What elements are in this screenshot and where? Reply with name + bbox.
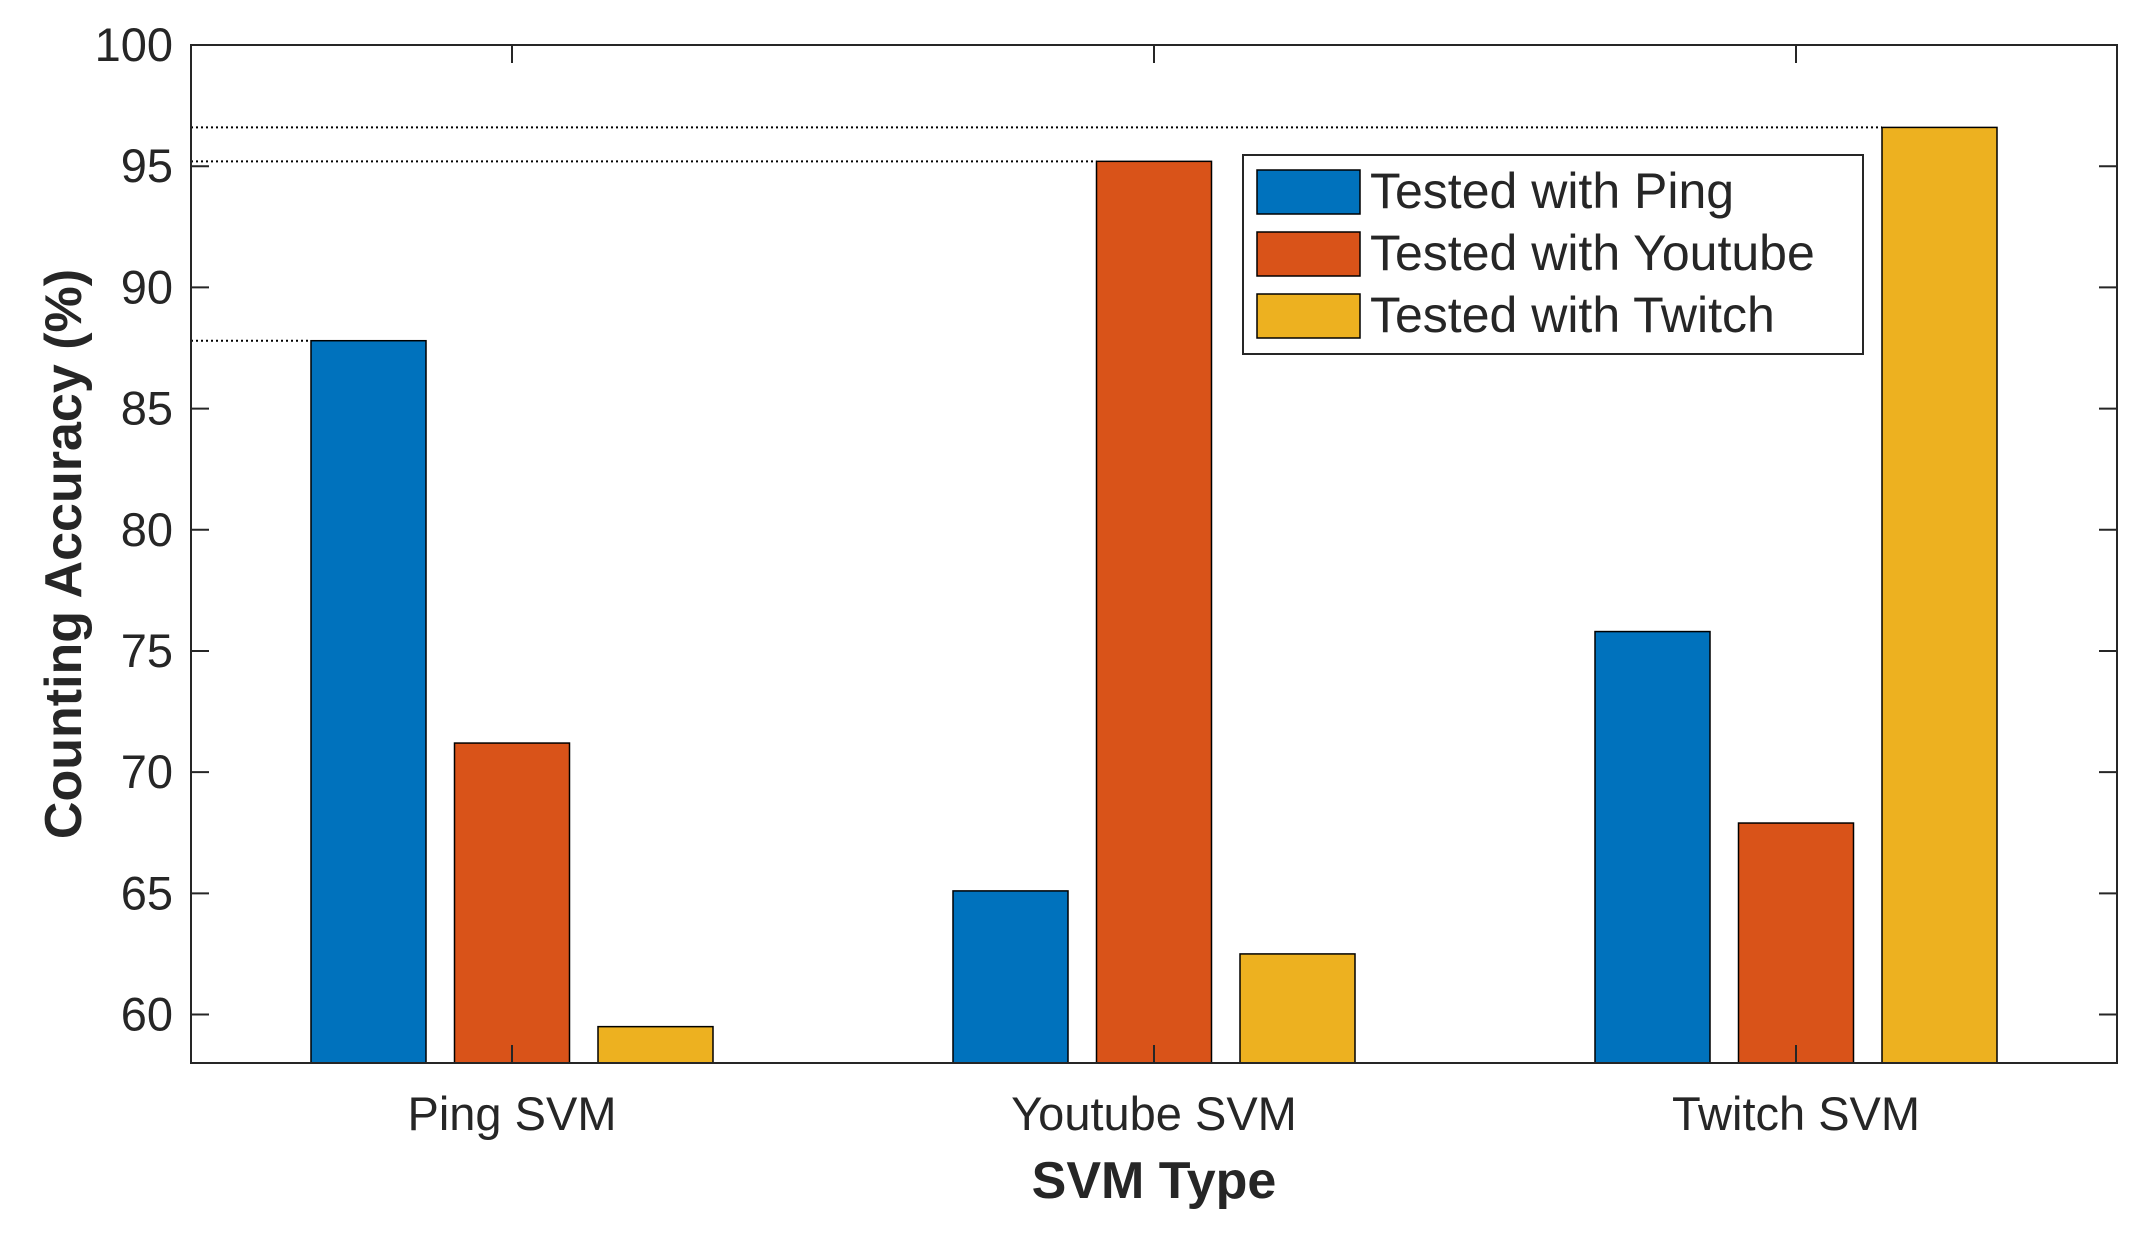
y-tick-label: 65: [121, 866, 173, 919]
y-tick-label: 100: [95, 18, 173, 71]
y-tick-label: 75: [121, 624, 173, 677]
bar-2-3: [1737, 822, 1855, 1064]
y-tick-label: 80: [121, 503, 173, 556]
y-tick-label: 90: [121, 260, 173, 313]
x-tick-label: Twitch SVM: [1672, 1087, 1920, 1140]
bar-3-3: [1881, 126, 1998, 1064]
y-tick-label: 70: [121, 745, 173, 798]
x-axis-ticks: Ping SVM Youtube SVM Twitch SVM: [408, 45, 1920, 1140]
bar-1-2: [952, 890, 1069, 1064]
bar-1-3: [1594, 630, 1711, 1064]
legend: Tested with Ping Tested with Youtube Teste…: [1242, 154, 1864, 355]
x-axis-title: SVM Type: [1032, 1152, 1277, 1210]
y-tick-label: 60: [121, 988, 173, 1041]
legend-swatch-3: [1256, 293, 1361, 339]
y-tick-label: 85: [121, 382, 173, 435]
y-axis-ticks: 60 65 70 75 80 85 90 95 100: [95, 18, 2117, 1041]
legend-label-3: Tested with Twitch: [1370, 287, 1775, 343]
x-tick-label: Ping SVM: [408, 1087, 617, 1140]
legend-label-2: Tested with Youtube: [1370, 225, 1815, 281]
bar-2-1: [453, 742, 571, 1064]
x-tick-label: Youtube SVM: [1011, 1087, 1297, 1140]
legend-label-1: Tested with Ping: [1370, 163, 1734, 219]
bar-3-2: [1239, 953, 1356, 1064]
reference-lines: [191, 126, 1882, 342]
bar-2-2: [1095, 160, 1213, 1064]
y-tick-label: 95: [121, 139, 173, 192]
bars: [310, 126, 1998, 1064]
legend-swatch-1: [1256, 169, 1361, 215]
bar-3-1: [597, 1025, 714, 1064]
legend-swatch-2: [1256, 231, 1361, 277]
y-axis-title: Counting Accuracy (%): [35, 269, 93, 839]
bar-1-1: [310, 339, 427, 1064]
